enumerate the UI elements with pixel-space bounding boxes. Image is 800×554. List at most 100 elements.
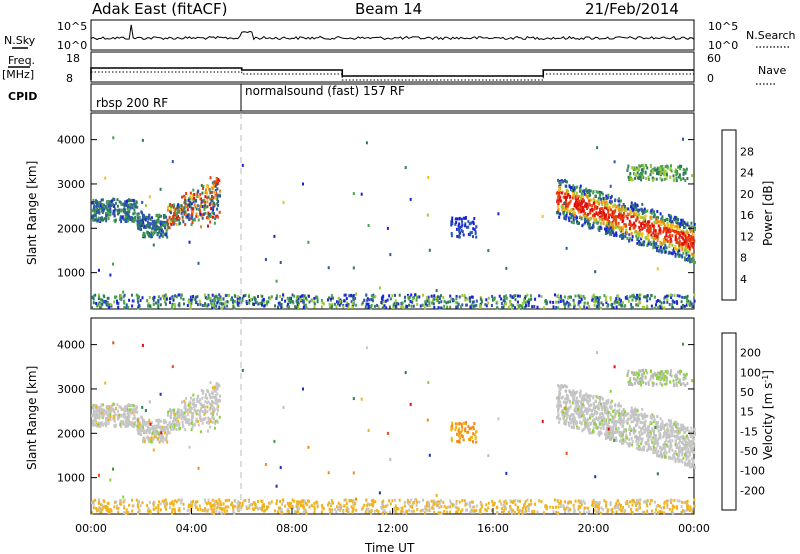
power-cell xyxy=(196,303,199,307)
velocity-cell xyxy=(688,461,691,465)
nsky-tick-top: 10^5 xyxy=(57,20,87,33)
velocity-cell xyxy=(686,444,689,448)
velocity-cell xyxy=(692,460,695,464)
velocity-cell xyxy=(127,422,130,426)
power-cell xyxy=(666,298,669,302)
power-cell xyxy=(297,306,300,310)
velocity-cell xyxy=(691,457,694,461)
power-cell xyxy=(602,303,605,307)
velocity-cell xyxy=(654,434,657,438)
power-cell xyxy=(189,204,192,207)
power-cell xyxy=(123,301,126,305)
power-cell xyxy=(404,295,406,299)
power-cell xyxy=(690,244,693,247)
power-cell xyxy=(449,305,452,309)
power-cell xyxy=(455,295,458,298)
velocity-cell xyxy=(612,423,615,427)
power-cell xyxy=(690,257,693,261)
power-cell xyxy=(590,207,593,211)
power-cell xyxy=(466,297,469,301)
power-cell xyxy=(406,293,409,297)
power-cell xyxy=(196,192,199,196)
power-cell xyxy=(653,210,655,214)
power-cell xyxy=(238,301,241,304)
power-cell xyxy=(95,200,98,204)
power-cell xyxy=(279,303,282,307)
power-cell xyxy=(575,186,577,190)
power-cell xyxy=(686,229,689,233)
power-cell xyxy=(595,205,598,209)
power-cell xyxy=(638,297,641,301)
velocity-cell xyxy=(93,416,96,420)
velocity-cell xyxy=(107,422,110,425)
power-cell xyxy=(688,256,691,260)
power-cell xyxy=(601,192,604,196)
power-cell xyxy=(433,297,436,301)
power-cell xyxy=(94,208,97,212)
power-cell xyxy=(301,299,304,303)
velocity-cell xyxy=(174,415,177,419)
power-cell xyxy=(181,218,184,222)
power-cell xyxy=(634,296,637,300)
velocity-cell xyxy=(130,408,133,412)
power-cell xyxy=(687,243,690,246)
power-cell xyxy=(98,219,101,223)
velocity-cell xyxy=(214,396,216,399)
velocity-cell xyxy=(670,456,673,460)
power-cell xyxy=(196,190,199,194)
power-cell xyxy=(209,220,212,224)
velocity-cell xyxy=(161,428,164,432)
velocity-cell xyxy=(652,445,655,449)
power-cell xyxy=(204,206,207,210)
velocity-cell xyxy=(570,417,573,421)
nsky-tick-bottom: 10^0 xyxy=(57,39,87,52)
power-cell xyxy=(211,181,214,185)
velocity-cell xyxy=(118,413,121,417)
power-cell xyxy=(681,219,684,222)
velocity-cell xyxy=(676,443,678,447)
power-cell xyxy=(600,200,603,204)
power-cell xyxy=(475,299,478,303)
power-cell xyxy=(668,251,671,255)
power-cell xyxy=(173,203,175,207)
velocity-cell xyxy=(137,428,140,432)
power-cell xyxy=(649,229,652,233)
power-cell xyxy=(392,303,395,307)
power-cell xyxy=(565,207,568,211)
power-cell xyxy=(691,241,694,245)
power-cell xyxy=(311,299,314,303)
velocity-cell xyxy=(586,419,589,423)
power-cell xyxy=(344,293,347,297)
velocity-cell xyxy=(589,394,592,398)
power-cell xyxy=(208,203,211,207)
power-cell xyxy=(626,231,629,235)
power-cell xyxy=(597,225,600,229)
power-cell xyxy=(343,293,346,297)
power-cell xyxy=(638,293,641,297)
velocity-cell xyxy=(99,405,102,409)
velocity-cell xyxy=(217,383,220,387)
velocity-cell xyxy=(634,418,637,422)
power-cell xyxy=(147,225,150,229)
power-cell xyxy=(643,240,646,244)
power-cell xyxy=(276,294,278,298)
velocity-cell xyxy=(122,407,125,411)
power-cell xyxy=(503,295,506,299)
power-cell xyxy=(204,296,207,300)
power-cell xyxy=(682,229,685,233)
power-cell xyxy=(554,293,556,297)
power-cell xyxy=(163,297,166,301)
power-cell xyxy=(104,301,107,305)
velocity-cell xyxy=(143,429,146,433)
velocity-cell xyxy=(163,428,166,431)
velocity-cell xyxy=(657,425,660,429)
velocity-cell xyxy=(572,389,575,393)
power-cell xyxy=(408,303,411,307)
power-cell xyxy=(570,186,573,189)
velocity-cell xyxy=(688,459,690,463)
power-cell xyxy=(465,216,467,220)
velocity-cell xyxy=(568,400,571,404)
power-cell xyxy=(657,237,660,240)
velocity-cell xyxy=(670,374,673,378)
velocity-cell xyxy=(662,446,665,450)
